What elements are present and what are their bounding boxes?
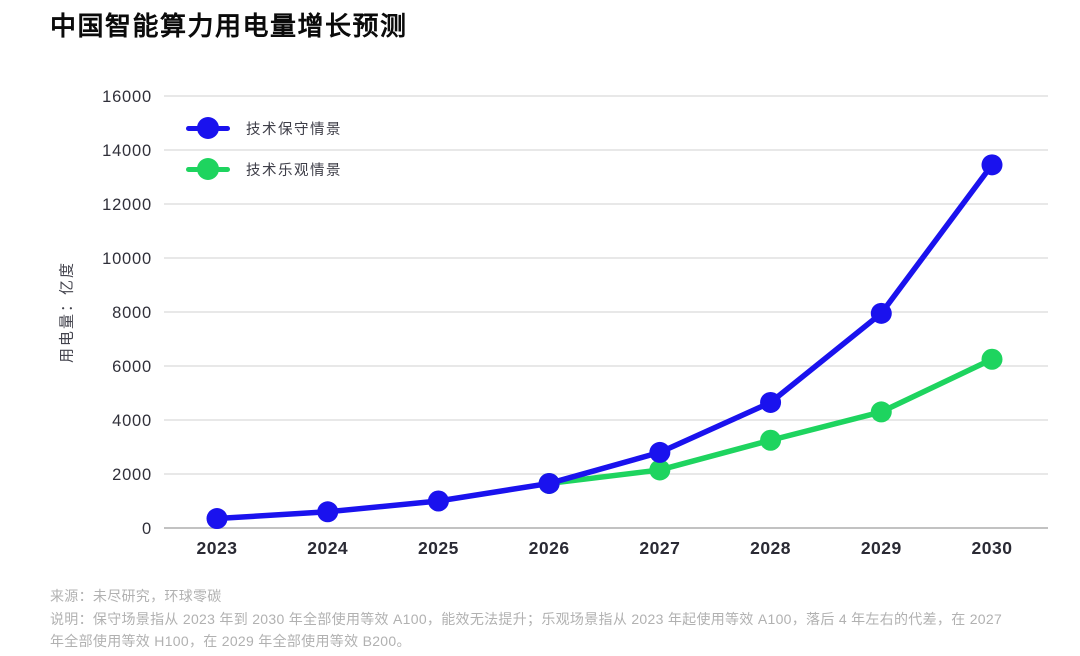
data-point-optimistic <box>870 401 892 423</box>
y-tick-label: 2000 <box>112 466 152 484</box>
y-tick-label: 12000 <box>102 196 152 214</box>
source-line: 来源：未尽研究，环球零碳 <box>50 588 222 604</box>
legend-marker-conservative-icon <box>186 117 230 139</box>
data-point-conservative <box>760 391 782 413</box>
y-tick-label: 8000 <box>112 304 152 322</box>
x-tick-label: 2026 <box>529 538 570 558</box>
note-line-2: 年全部使用等效 H100，在 2029 年全部使用等效 B200。 <box>50 633 411 649</box>
legend-label-conservative: 技术保守情景 <box>246 121 342 138</box>
legend-dot-icon <box>197 158 219 180</box>
data-point-optimistic <box>649 459 671 481</box>
data-point-conservative <box>870 302 892 324</box>
y-tick-label: 6000 <box>112 358 152 376</box>
data-point-conservative <box>427 490 449 512</box>
note-line-1: 说明：保守场景指从 2023 年到 2030 年全部使用等效 A100，能效无法… <box>50 610 1003 627</box>
chart-title: 中国智能算力用电量增长预测 <box>50 11 408 41</box>
x-tick-label: 2029 <box>861 538 902 558</box>
y-tick-label: 4000 <box>112 412 152 430</box>
y-tick-label: 10000 <box>102 250 152 268</box>
x-tick-label: 2023 <box>197 538 238 558</box>
footer: 来源：未尽研究，环球零碳 说明：保守场景指从 2023 年到 2030 年全部使… <box>50 585 1050 653</box>
legend-marker-optimistic-icon <box>186 158 230 180</box>
x-tick-label: 2027 <box>639 538 680 558</box>
data-point-optimistic <box>760 429 782 451</box>
data-point-optimistic <box>981 348 1003 370</box>
data-point-conservative <box>649 441 671 463</box>
chart-legend: 技术保守情景 技术乐观情景 <box>186 114 342 196</box>
y-tick-label: 16000 <box>102 88 152 106</box>
legend-item-conservative: 技术保守情景 <box>186 114 342 142</box>
series-line-conservative <box>214 162 995 522</box>
y-tick-label: 14000 <box>102 142 152 160</box>
data-point-conservative <box>317 501 339 523</box>
legend-item-optimistic: 技术乐观情景 <box>186 155 342 183</box>
data-point-conservative <box>206 508 228 530</box>
x-tick-label: 2030 <box>972 538 1013 558</box>
data-point-conservative <box>981 154 1003 176</box>
data-point-conservative <box>538 472 560 494</box>
y-tick-label: 0 <box>142 520 152 538</box>
x-tick-label: 2024 <box>307 538 348 558</box>
legend-label-optimistic: 技术乐观情景 <box>246 162 342 179</box>
x-tick-label: 2028 <box>750 538 791 558</box>
legend-dot-icon <box>197 117 219 139</box>
x-tick-label: 2025 <box>418 538 459 558</box>
